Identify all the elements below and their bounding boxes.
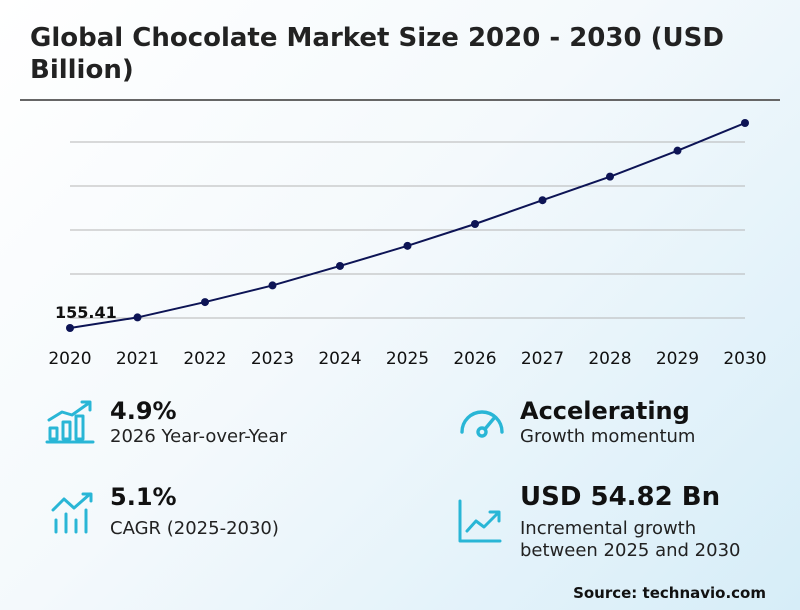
x-tick-label-2020: 2020 [48, 349, 91, 369]
kpi-incremental: USD 54.82 Bn Incremental growth between … [520, 482, 740, 562]
data-point-2027 [538, 196, 547, 205]
kpi-yoy-label: 2026 Year-over-Year [110, 426, 287, 447]
data-point-2029 [673, 146, 682, 155]
trend-bars-icon [51, 492, 93, 534]
kpi-momentum-label: Growth momentum [520, 426, 696, 447]
chart-title: Global Chocolate Market Size 2020 - 2030… [30, 23, 724, 85]
data-point-2022 [201, 298, 209, 307]
kpi-cagr-value: 5.1% [110, 483, 177, 511]
series-line [69, 122, 746, 329]
x-tick-label-2024: 2024 [318, 349, 361, 369]
kpi-momentum: Accelerating Growth momentum [520, 396, 695, 448]
data-point-2021 [133, 313, 142, 322]
kpi-cagr-label: CAGR (2025-2030) [110, 518, 279, 539]
gridlines [70, 141, 745, 319]
x-tick-label-2030: 2030 [723, 349, 766, 369]
x-tick-label-2022: 2022 [183, 349, 226, 369]
kpi-incremental-value: USD 54.82 Bn [520, 482, 721, 512]
x-tick-label-2023: 2023 [251, 349, 294, 369]
data-point-2025 [403, 241, 412, 250]
data-point-2020 [66, 324, 74, 332]
data-point-2028 [606, 172, 614, 181]
trend-up-chart-icon [458, 499, 502, 543]
data-label-2020: 155.41 [55, 303, 117, 322]
kpi-cagr: 5.1% CAGR (2025-2030) [110, 482, 279, 540]
x-tick-labels: 2020 2021 2022 2023 2024 2025 2026 2027 2028 2029… [48, 349, 766, 369]
data-point-2024 [336, 261, 344, 270]
kpi-momentum-value: Accelerating [520, 397, 690, 425]
data-labels: 155.41 [55, 303, 117, 322]
x-tick-label-2028: 2028 [588, 349, 631, 369]
line-chart: 2020 2021 2022 2023 2024 2025 2026 2027 2028 2029… [48, 119, 767, 369]
kpi-yoy-value: 4.9% [110, 397, 177, 425]
data-point-2030 [741, 119, 749, 127]
data-points [66, 119, 749, 332]
kpi-incremental-label-line2: between 2025 and 2030 [520, 540, 741, 561]
bar-chart-up-icon [45, 400, 95, 444]
x-tick-label-2027: 2027 [521, 349, 564, 369]
x-tick-label-2026: 2026 [453, 349, 496, 369]
title-divider [20, 99, 780, 101]
x-tick-label-2029: 2029 [656, 349, 699, 369]
x-tick-label-2021: 2021 [116, 349, 159, 369]
kpi-incremental-label-line1: Incremental growth [520, 518, 697, 539]
speedometer-icon [460, 410, 504, 438]
kpi-yoy: 4.9% 2026 Year-over-Year [110, 396, 287, 448]
data-point-2026 [471, 219, 479, 228]
series-line-layer [69, 122, 746, 329]
source-note: Source: technavio.com [573, 584, 766, 602]
x-tick-label-2025: 2025 [386, 349, 429, 369]
data-point-2023 [268, 281, 277, 290]
